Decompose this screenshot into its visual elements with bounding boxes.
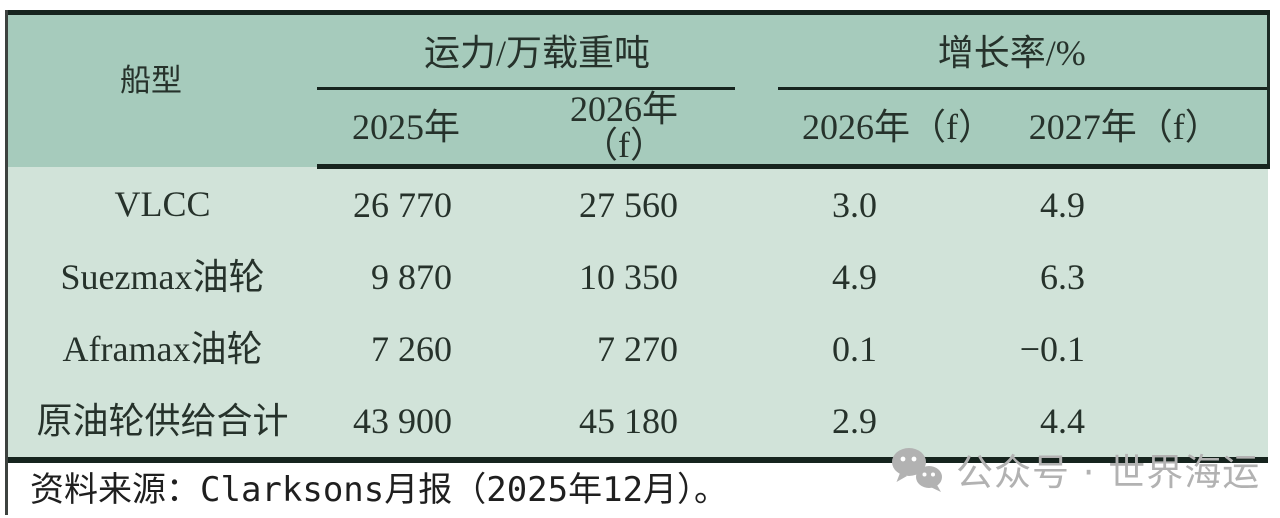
capacity-2025-value: 26 770: [317, 166, 540, 241]
group-header-capacity-label: 运力/万载重吨: [424, 32, 651, 73]
ship-name: VLCC: [8, 166, 317, 241]
capacity-2026f-value: 10 350: [540, 241, 758, 313]
table-row-aframax: Aframax油轮 7 260 7 270 0.1 −0.1: [8, 313, 1269, 385]
growth-2027f-value: 4.4: [1000, 385, 1269, 460]
ship-name: Aframax油轮: [8, 313, 317, 385]
growth-2026f-value: 4.9: [757, 241, 1001, 313]
growth-2026f-value: 0.1: [757, 313, 1001, 385]
capacity-2025-value: 43 900: [317, 385, 540, 460]
col-header-growth-2026f: 2026年（f）: [757, 90, 1001, 169]
group-header-capacity: 运力/万载重吨: [317, 12, 758, 90]
table-row-suezmax: Suezmax油轮 9 870 10 350 4.9 6.3: [8, 241, 1269, 313]
ship-name: 原油轮供给合计: [8, 385, 317, 460]
watermark: 公众号 · 世界海运: [891, 444, 1260, 494]
growth-2027f-value: −0.1: [1000, 313, 1269, 385]
watermark-label: 公众号 · 世界海运: [956, 451, 1261, 494]
table-row-vlcc: VLCC 26 770 27 560 3.0 4.9: [8, 166, 1269, 241]
growth-2027f-value: 6.3: [1000, 241, 1269, 313]
growth-2027f-value: 4.9: [1000, 166, 1269, 241]
header-row-groups: 船型 运力/万载重吨 增长率/%: [8, 12, 1270, 167]
capacity-2026f-value: 45 180: [540, 385, 758, 460]
source-note: 资料来源：Clarksons月报（2025年12月）。: [30, 470, 729, 510]
col-header-growth-2027f: 2027年（f）: [1000, 90, 1270, 169]
col-header-ship-type: 船型: [8, 12, 317, 167]
scan-edge-line: [5, 10, 8, 515]
ship-name: Suezmax油轮: [8, 241, 317, 313]
group-header-growth: 增长率/%: [757, 12, 1270, 90]
col-header-capacity-2026f: 2026年（f）: [540, 90, 758, 169]
growth-2026f-value: 3.0: [757, 166, 1001, 241]
capacity-2026f-value: 27 560: [540, 166, 758, 241]
tanker-capacity-table: 船型 运力/万载重吨 增长率/% 2025年 2026年（f） 2026年（f）…: [8, 10, 1270, 463]
capacity-2025-value: 9 870: [317, 241, 540, 313]
capacity-2026f-value: 7 270: [540, 313, 758, 385]
wechat-icon: [892, 447, 942, 492]
group-header-growth-label: 增长率/%: [937, 32, 1086, 73]
col-header-capacity-2025: 2025年: [317, 90, 540, 169]
table-row-total-crude-supply: 原油轮供给合计 43 900 45 180 2.9 4.4: [8, 385, 1269, 460]
header-row-years: 2025年 2026年（f） 2026年（f） 2027年（f）: [8, 90, 1270, 169]
growth-2026f-value: 2.9: [757, 385, 1001, 460]
capacity-2025-value: 7 260: [317, 313, 540, 385]
